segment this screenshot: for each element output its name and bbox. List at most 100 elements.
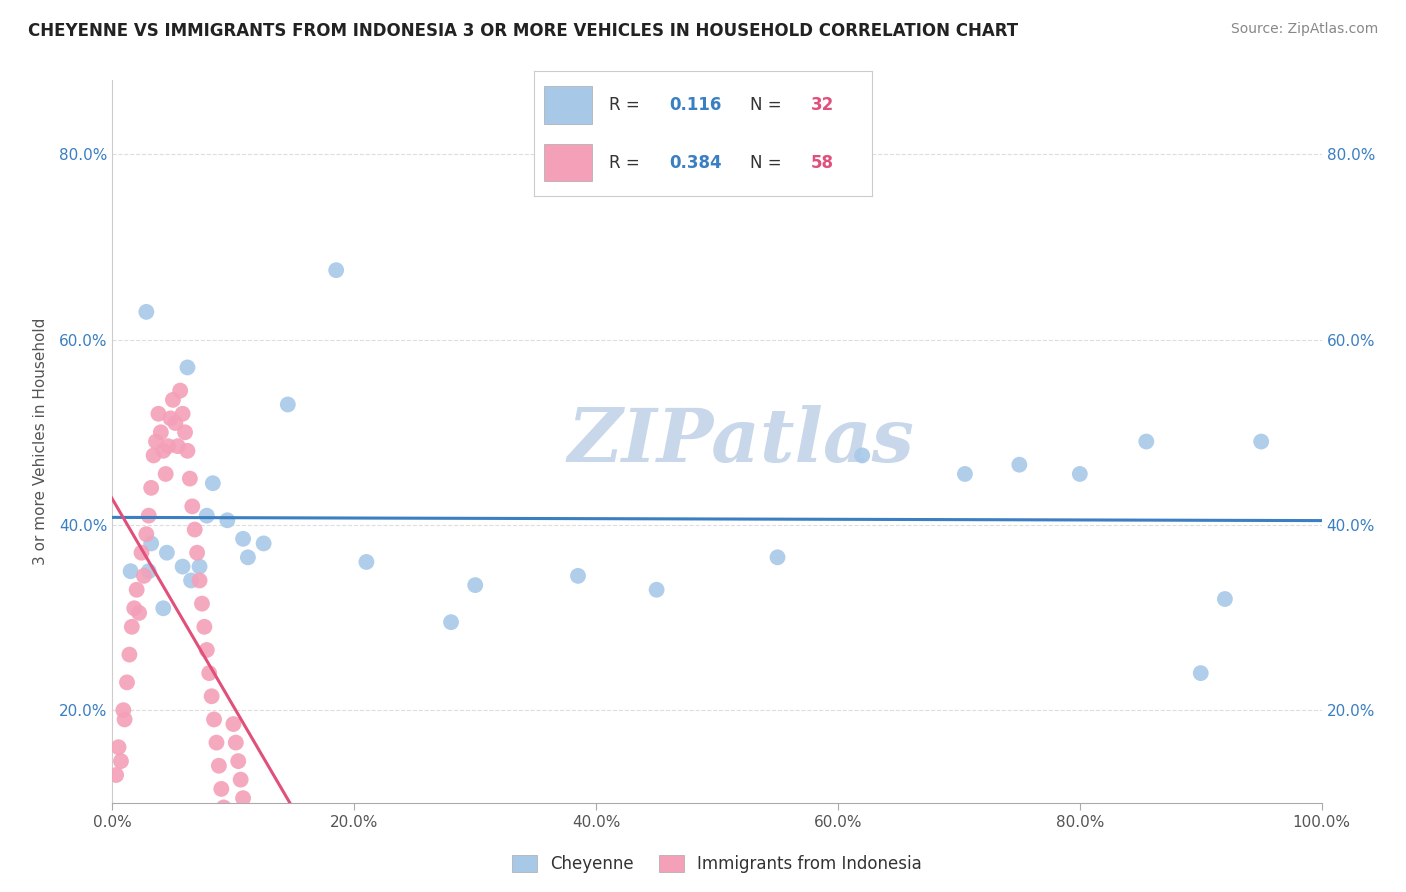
Point	[195, 643, 218, 657]
Point	[155, 467, 177, 481]
Text: 0.384: 0.384	[669, 153, 721, 171]
Point	[218, 828, 240, 842]
Point	[1213, 592, 1236, 607]
Point	[356, 555, 378, 569]
Point	[236, 828, 259, 842]
Text: 32: 32	[811, 96, 834, 114]
Point	[645, 582, 668, 597]
Point	[156, 546, 179, 560]
Point	[176, 360, 198, 375]
Point	[325, 263, 347, 277]
Point	[141, 536, 163, 550]
Point	[183, 523, 205, 537]
Legend: Cheyenne, Immigrants from Indonesia: Cheyenne, Immigrants from Indonesia	[503, 847, 931, 881]
Point	[567, 569, 589, 583]
Point	[125, 582, 148, 597]
Point	[162, 392, 184, 407]
Point	[179, 472, 201, 486]
Point	[205, 735, 228, 749]
Point	[172, 407, 194, 421]
Point	[172, 559, 194, 574]
Point	[114, 713, 136, 727]
Point	[193, 620, 215, 634]
Point	[135, 305, 157, 319]
Point	[174, 425, 197, 440]
Point	[208, 758, 231, 772]
Point	[138, 508, 160, 523]
Point	[191, 597, 214, 611]
Point	[212, 800, 235, 814]
Point	[1008, 458, 1031, 472]
Point	[1189, 666, 1212, 681]
Y-axis label: 3 or more Vehicles in Household: 3 or more Vehicles in Household	[32, 318, 48, 566]
Point	[145, 434, 167, 449]
Point	[166, 439, 188, 453]
Point	[219, 842, 242, 856]
Text: R =: R =	[609, 153, 644, 171]
Point	[1135, 434, 1157, 449]
Point	[229, 772, 252, 787]
Point	[148, 407, 170, 421]
Point	[159, 411, 181, 425]
Point	[239, 847, 262, 861]
Text: CHEYENNE VS IMMIGRANTS FROM INDONESIA 3 OR MORE VEHICLES IN HOUSEHOLD CORRELATIO: CHEYENNE VS IMMIGRANTS FROM INDONESIA 3 …	[28, 22, 1018, 40]
Bar	[544, 144, 592, 181]
Point	[121, 620, 143, 634]
Point	[138, 564, 160, 578]
Point	[222, 717, 245, 731]
Point	[112, 703, 135, 717]
Point	[235, 810, 257, 824]
Point	[851, 449, 873, 463]
Bar	[544, 87, 592, 124]
Point	[120, 564, 142, 578]
Point	[165, 416, 187, 430]
Point	[110, 754, 132, 768]
Point	[176, 443, 198, 458]
Text: 58: 58	[811, 153, 834, 171]
Point	[202, 713, 225, 727]
Point	[1069, 467, 1091, 481]
Point	[766, 550, 789, 565]
Text: N =: N =	[751, 153, 787, 171]
Point	[226, 754, 249, 768]
Point	[232, 532, 254, 546]
Point	[464, 578, 486, 592]
Point	[440, 615, 463, 630]
Text: R =: R =	[609, 96, 644, 114]
Point	[277, 397, 299, 411]
Point	[152, 601, 174, 615]
Point	[236, 550, 259, 565]
Point	[253, 536, 276, 550]
Point	[201, 690, 224, 704]
Point	[157, 439, 180, 453]
Point	[232, 791, 254, 805]
Point	[132, 569, 155, 583]
Point	[1250, 434, 1272, 449]
Point	[186, 546, 208, 560]
Point	[195, 508, 218, 523]
Point	[180, 574, 202, 588]
Point	[181, 500, 204, 514]
Point	[188, 574, 211, 588]
Text: 0.116: 0.116	[669, 96, 721, 114]
Point	[188, 559, 211, 574]
Point	[107, 740, 129, 755]
Point	[149, 425, 172, 440]
Point	[122, 601, 145, 615]
Point	[242, 861, 264, 875]
Text: Source: ZipAtlas.com: Source: ZipAtlas.com	[1230, 22, 1378, 37]
Point	[128, 606, 150, 620]
Point	[142, 449, 165, 463]
Point	[209, 781, 232, 796]
Point	[953, 467, 976, 481]
Point	[201, 476, 224, 491]
Point	[115, 675, 138, 690]
Point	[198, 666, 221, 681]
Point	[105, 768, 128, 782]
Point	[215, 814, 238, 829]
Point	[169, 384, 191, 398]
Text: N =: N =	[751, 96, 787, 114]
Text: ZIPatlas: ZIPatlas	[568, 405, 915, 478]
Point	[225, 735, 247, 749]
Point	[141, 481, 163, 495]
